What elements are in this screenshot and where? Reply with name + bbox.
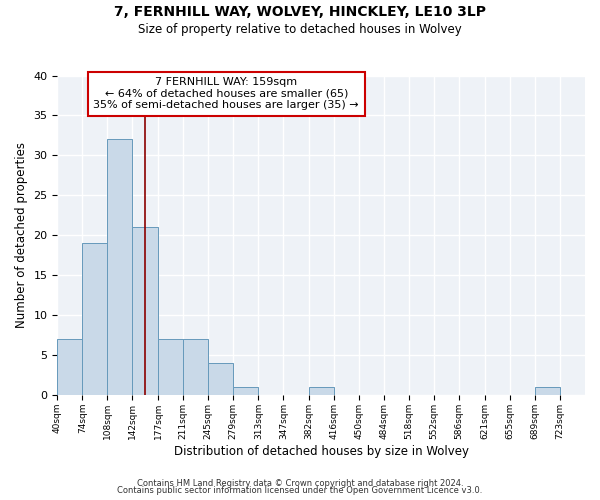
Bar <box>535 387 560 395</box>
Bar <box>183 339 208 395</box>
Text: 7 FERNHILL WAY: 159sqm
← 64% of detached houses are smaller (65)
35% of semi-det: 7 FERNHILL WAY: 159sqm ← 64% of detached… <box>94 77 359 110</box>
Text: Contains HM Land Registry data © Crown copyright and database right 2024.: Contains HM Land Registry data © Crown c… <box>137 478 463 488</box>
Bar <box>233 387 258 395</box>
Bar <box>133 227 158 395</box>
Bar <box>309 387 334 395</box>
Bar <box>58 339 82 395</box>
Text: 7, FERNHILL WAY, WOLVEY, HINCKLEY, LE10 3LP: 7, FERNHILL WAY, WOLVEY, HINCKLEY, LE10 … <box>114 5 486 19</box>
Bar <box>82 243 107 395</box>
Bar <box>208 363 233 395</box>
Text: Contains public sector information licensed under the Open Government Licence v3: Contains public sector information licen… <box>118 486 482 495</box>
Bar <box>107 140 133 395</box>
Y-axis label: Number of detached properties: Number of detached properties <box>15 142 28 328</box>
Text: Size of property relative to detached houses in Wolvey: Size of property relative to detached ho… <box>138 22 462 36</box>
X-axis label: Distribution of detached houses by size in Wolvey: Distribution of detached houses by size … <box>174 444 469 458</box>
Bar <box>158 339 183 395</box>
